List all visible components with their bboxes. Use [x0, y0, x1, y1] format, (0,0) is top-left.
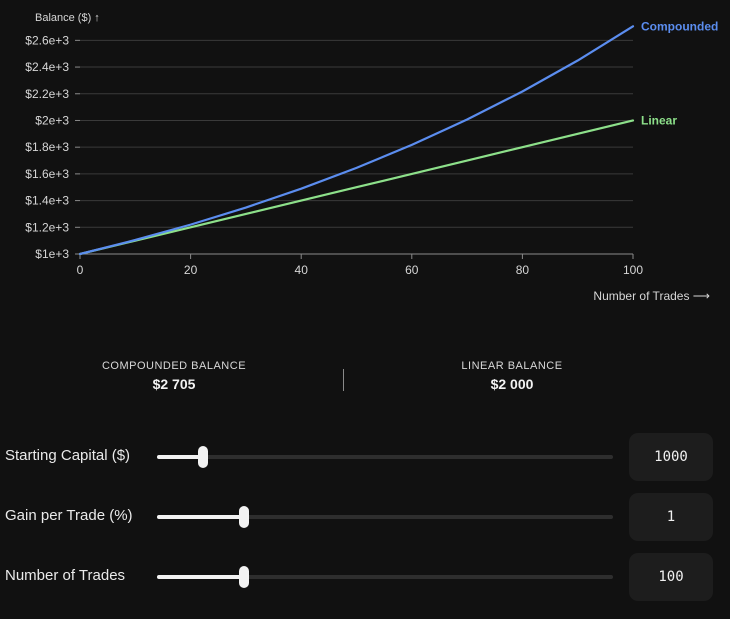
x-axis-label: Number of Trades ⟶ — [593, 289, 710, 303]
y-tick-label: $2.6e+3 — [25, 33, 69, 47]
compounded-balance-label: COMPOUNDED BALANCE — [101, 360, 247, 372]
compounded-stat: COMPOUNDED BALANCE $2 705 — [24, 360, 324, 392]
y-tick-label: $2.2e+3 — [25, 87, 69, 101]
starting-capital-control: Starting Capital ($) 1000 — [0, 433, 730, 481]
gain-per-trade-control: Gain per Trade (%) 1 — [0, 493, 730, 541]
compounded-balance-value: $2 705 — [152, 376, 196, 392]
y-tick-label: $1.2e+3 — [25, 220, 69, 234]
starting-capital-slider-thumb[interactable] — [197, 446, 208, 468]
y-tick-label: $1.8e+3 — [25, 140, 69, 154]
y-axis-label: Balance ($) ↑ — [35, 12, 100, 24]
y-tick-label: $1e+3 — [35, 247, 69, 261]
x-tick-label: 20 — [184, 263, 198, 277]
x-tick-label: 80 — [516, 263, 530, 277]
x-tick-label: 0 — [77, 263, 84, 277]
x-tick-label: 60 — [405, 263, 419, 277]
starting-capital-slider[interactable] — [157, 446, 613, 468]
number-of-trades-slider-fill — [157, 575, 244, 579]
y-tick-label: $2e+3 — [35, 113, 69, 127]
linear-balance-value: $2 000 — [490, 376, 534, 392]
series-label-linear: Linear — [641, 113, 677, 127]
series-label-compounded: Compounded — [641, 19, 718, 33]
series-line-compounded — [78, 25, 635, 256]
y-tick-label: $1.6e+3 — [25, 167, 69, 181]
balance-line-chart: $1e+3 $1.2e+3 $1.4e+3 $1.6e+3 $1.8e+3 $2e+3 $2… — [25, 12, 718, 303]
linear-stat: LINEAR BALANCE $2 000 — [362, 360, 662, 392]
starting-capital-label: Starting Capital ($) — [5, 447, 131, 464]
stats-summary: COMPOUNDED BALANCE $2 705 LINEAR BALANCE… — [0, 360, 730, 400]
starting-capital-input[interactable]: 1000 — [629, 433, 713, 481]
number-of-trades-label: Number of Trades — [5, 567, 126, 584]
stats-divider — [343, 369, 344, 391]
linear-balance-label: LINEAR BALANCE — [461, 360, 563, 372]
x-tick-label: 100 — [623, 263, 643, 277]
gain-per-trade-input[interactable]: 1 — [629, 493, 713, 541]
series-line-linear — [78, 119, 635, 256]
gain-per-trade-label: Gain per Trade (%) — [5, 507, 133, 524]
number-of-trades-input[interactable]: 100 — [629, 553, 713, 601]
x-tick-label: 40 — [295, 263, 309, 277]
number-of-trades-slider-thumb[interactable] — [238, 566, 249, 588]
number-of-trades-control: Number of Trades 100 — [0, 553, 730, 601]
gain-per-trade-slider-thumb[interactable] — [238, 506, 249, 528]
number-of-trades-slider[interactable] — [157, 566, 613, 588]
gain-per-trade-slider-fill — [157, 515, 244, 519]
y-tick-label: $1.4e+3 — [25, 194, 69, 208]
starting-capital-slider-fill — [157, 455, 203, 459]
gain-per-trade-slider[interactable] — [157, 506, 613, 528]
y-tick-label: $2.4e+3 — [25, 60, 69, 74]
